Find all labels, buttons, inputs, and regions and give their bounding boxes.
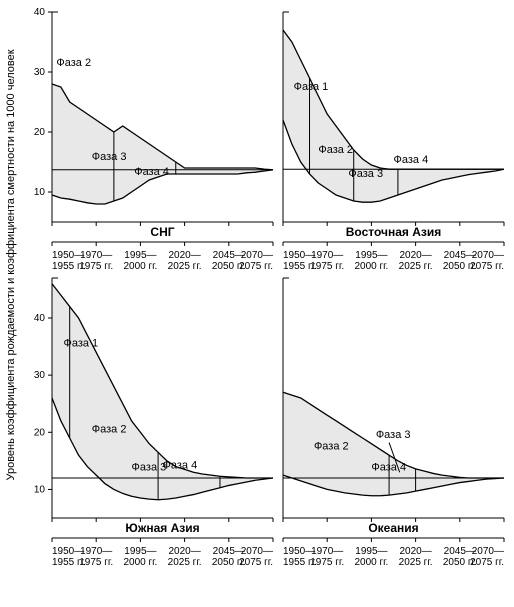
x-tick-top: 2070—: [241, 250, 273, 261]
demographic-transition-figure: Фаза 2Фаза 3Фаза 410203040Фаза 1Фаза 2Фа…: [0, 0, 514, 607]
x-tick-bot: 2075 гг.: [470, 261, 504, 272]
phase-label: Фаза 2: [318, 144, 353, 156]
panel-title-south-asia: Южная Азия: [125, 521, 199, 535]
x-tick-bot: 2075 гг.: [239, 557, 273, 568]
x-labels: 1950—1955 гг.1970—1975 гг.1995—2000 гг.2…: [52, 250, 273, 272]
x-tick-top: 2070—: [241, 546, 273, 557]
phase-label: Фаза 4: [163, 459, 198, 471]
x-tick-top: 2070—: [472, 250, 504, 261]
phase-label: Фаза 1: [63, 338, 98, 350]
x-tick-top: 1970—: [311, 250, 343, 261]
panel-cis: Фаза 2 Фаза 3 Фаза 4 10 20 30 40: [34, 7, 273, 226]
transition-area: [52, 84, 273, 204]
x-tick-bot: 1975 гг.: [79, 261, 113, 272]
y-tick-label: 30: [34, 67, 46, 78]
y-tick-label: 10: [34, 187, 46, 198]
x-tick-bot: 2025 гг.: [168, 557, 202, 568]
phase-label: Фаза 3: [348, 168, 383, 180]
y-tick-label: 20: [34, 427, 46, 438]
x-tick-bot: 2075 гг.: [239, 261, 273, 272]
x-tick-top: 2070—: [472, 546, 504, 557]
x-tick-bot: 2000 гг.: [123, 261, 157, 272]
x-tick-bot: 2025 гг.: [399, 261, 433, 272]
panel-east-asia: Фаза 1 Фаза 2 Фаза 3 Фаза 4: [283, 12, 504, 226]
y-axis-label: Уровень коэффициента рождаемости и коэфф…: [5, 49, 17, 480]
panel-title-cis: СНГ: [150, 225, 174, 239]
y-tick-label: 30: [34, 370, 46, 381]
x-tick-top: 1970—: [311, 546, 343, 557]
phase-label: Фаза 1: [294, 81, 329, 93]
y-tick-label: 40: [34, 7, 46, 18]
x-tick-top: 2020—: [168, 250, 200, 261]
phase-label: Фаза 3: [376, 429, 411, 441]
x-tick-top: 1995—: [355, 546, 387, 557]
phase-label: Фаза 4: [134, 166, 169, 178]
x-tick-top: 2020—: [168, 546, 200, 557]
phase-label: Фаза 2: [314, 440, 349, 452]
phase-label: Фаза 3: [92, 151, 127, 163]
x-labels: 1950—1955 гг.1970—1975 гг.1995—2000 гг.2…: [52, 546, 273, 568]
phase-label: Фаза 4: [394, 154, 429, 166]
x-tick-bot: 2000 гг.: [354, 557, 388, 568]
x-labels: 1950—1955 гг.1970—1975 гг.1995—2000 гг.2…: [283, 250, 504, 272]
x-tick-bot: 2025 гг.: [399, 557, 433, 568]
x-tick-top: 1970—: [80, 250, 112, 261]
phase-label: Фаза 4: [371, 462, 406, 474]
panel-title-oceania: Океания: [368, 521, 418, 535]
x-tick-bot: 2075 гг.: [470, 557, 504, 568]
x-tick-top: 1970—: [80, 546, 112, 557]
x-tick-top: 1995—: [355, 250, 387, 261]
x-tick-bot: 1975 гг.: [310, 261, 344, 272]
x-labels: 1950—1955 гг.1970—1975 гг.1995—2000 гг.2…: [283, 546, 504, 568]
x-tick-top: 2020—: [399, 546, 431, 557]
x-tick-bot: 1975 гг.: [310, 557, 344, 568]
y-tick-label: 40: [34, 313, 46, 324]
x-tick-top: 1995—: [124, 546, 156, 557]
x-tick-bot: 2000 гг.: [123, 557, 157, 568]
phase-label: Фаза 2: [92, 423, 127, 435]
transition-area: [283, 30, 504, 202]
x-tick-bot: 1975 гг.: [79, 557, 113, 568]
x-tick-bot: 2000 гг.: [354, 261, 388, 272]
phase-label: Фаза 2: [56, 57, 91, 69]
x-tick-bot: 2025 гг.: [168, 261, 202, 272]
phase-label: Фаза 3: [132, 462, 167, 474]
x-tick-top: 1995—: [124, 250, 156, 261]
panel-title-east-asia: Восточная Азия: [346, 225, 442, 239]
y-tick-label: 20: [34, 127, 46, 138]
panel-south-asia: Фаза 1 Фаза 2 Фаза 3Фаза 4 10 20 30 40: [34, 278, 273, 522]
x-tick-top: 2020—: [399, 250, 431, 261]
panel-oceania: Фаза 2 Фаза 3 Фаза 4: [283, 278, 504, 522]
y-tick-label: 10: [34, 484, 46, 495]
